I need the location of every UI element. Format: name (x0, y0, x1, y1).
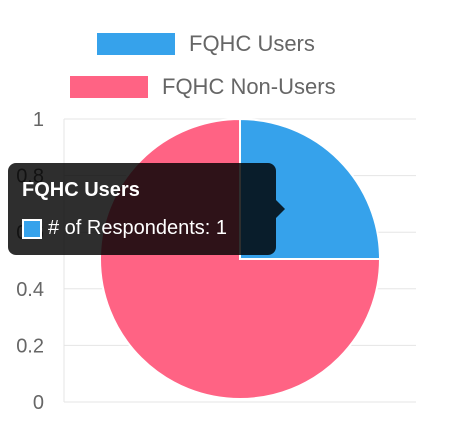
legend-swatch-fqhc-users (97, 33, 175, 55)
legend-item-fqhc-users[interactable]: FQHC Users (97, 31, 315, 57)
legend-item-fqhc-non-users[interactable]: FQHC Non-Users (70, 74, 336, 100)
legend-label-fqhc-users: FQHC Users (189, 31, 315, 56)
legend-label-fqhc-non-users: FQHC Non-Users (162, 74, 336, 99)
legend-swatch-fqhc-non-users (70, 76, 148, 98)
y-tick-label: 0.4 (16, 279, 44, 301)
y-tick-label: 0 (33, 392, 44, 414)
y-tick-label: 0.2 (16, 335, 44, 357)
tooltip-swatch (22, 218, 42, 239)
tooltip-text: # of Respondents: 1 (48, 217, 228, 239)
y-tick-label: 1 (33, 109, 44, 131)
tooltip-caret (276, 200, 285, 218)
pie-slices[interactable] (99, 117, 382, 400)
tooltip: FQHC Users # of Respondents: 1 (8, 163, 276, 255)
tooltip-row: # of Respondents: 1 (22, 217, 227, 240)
y-axis-ticks: 10.80.60.40.20 (16, 109, 44, 414)
tooltip-title: FQHC Users (22, 179, 140, 201)
